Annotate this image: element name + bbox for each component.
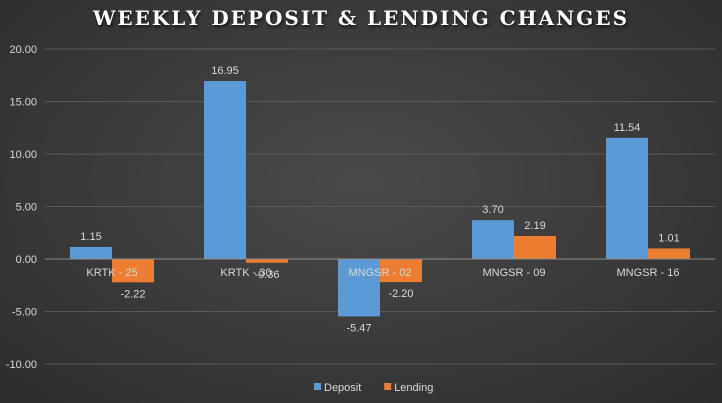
x-tick-label: KRTK - 25 bbox=[86, 267, 137, 279]
x-tick-label: MNGSR - 02 bbox=[349, 267, 412, 279]
legend-label-lending: Lending bbox=[394, 382, 433, 394]
y-tick-label: 0.00 bbox=[16, 254, 37, 266]
bar-deposit bbox=[606, 137, 648, 259]
bar-deposit bbox=[472, 220, 514, 259]
data-label-lending: 2.19 bbox=[524, 220, 545, 232]
bar-deposit bbox=[70, 246, 112, 259]
chart-title: WEEKLY DEPOSIT & LENDING CHANGES bbox=[92, 6, 630, 30]
bar-lending bbox=[246, 259, 288, 263]
y-tick-label: 20.00 bbox=[9, 44, 37, 56]
bar-deposit bbox=[204, 81, 246, 260]
y-tick-label: -10.00 bbox=[6, 359, 37, 371]
data-label-lending: -0.36 bbox=[254, 269, 279, 281]
legend-swatch-lending bbox=[384, 383, 392, 390]
bar-lending bbox=[112, 259, 154, 283]
data-label-deposit: 11.54 bbox=[614, 122, 641, 134]
y-tick-label: 15.00 bbox=[9, 97, 37, 109]
bar-lending bbox=[514, 236, 556, 259]
y-tick-label: 5.00 bbox=[16, 202, 37, 214]
bar-lending bbox=[380, 259, 422, 283]
y-tick-label: 10.00 bbox=[9, 149, 37, 161]
y-tick-label: -5.00 bbox=[12, 307, 37, 319]
x-tick-label: MNGSR - 16 bbox=[617, 267, 680, 279]
x-tick-label: MNGSR - 09 bbox=[483, 267, 546, 279]
bar-lending bbox=[648, 248, 690, 259]
data-label-lending: 1.01 bbox=[658, 232, 679, 244]
data-label-lending: -2.20 bbox=[388, 288, 413, 300]
data-label-deposit: -5.47 bbox=[346, 322, 371, 334]
legend-label-deposit: Deposit bbox=[324, 382, 361, 394]
legend-swatch-deposit bbox=[314, 383, 321, 390]
data-label-deposit: 16.95 bbox=[211, 65, 239, 77]
x-tick-label: KRTK - 30 bbox=[220, 267, 271, 279]
data-label-deposit: 3.70 bbox=[482, 204, 503, 216]
bar-deposit bbox=[338, 259, 380, 317]
data-label-deposit: 1.15 bbox=[80, 231, 101, 243]
data-label-lending: -2.22 bbox=[120, 288, 145, 300]
